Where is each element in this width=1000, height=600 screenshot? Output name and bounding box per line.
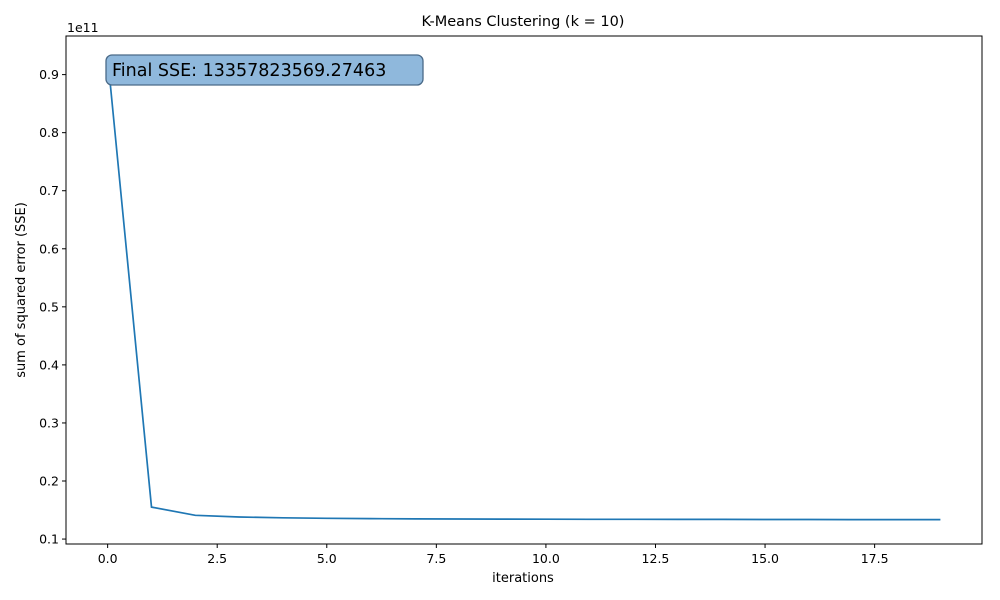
y-tick-label: 0.9 xyxy=(39,67,59,82)
y-axis-label: sum of squared error (SSE) xyxy=(14,202,29,378)
y-tick-label: 0.1 xyxy=(39,532,59,547)
y-tick-label: 0.2 xyxy=(39,474,59,489)
x-tick-label: 7.5 xyxy=(426,551,446,566)
y-axis: 0.1 0.2 0.3 0.4 0.5 0.6 0.7 0.8 0.9 xyxy=(39,67,66,547)
x-tick-label: 15.0 xyxy=(751,551,779,566)
y-offset-label: 1e11 xyxy=(67,20,99,35)
plot-frame xyxy=(65,35,983,545)
chart-title: K-Means Clustering (k = 10) xyxy=(422,14,625,30)
x-axis-label: iterations xyxy=(492,571,554,586)
y-tick-label: 0.7 xyxy=(39,183,59,198)
x-axis: 0.0 2.5 5.0 7.5 10.0 12.5 15.0 17.5 xyxy=(98,544,889,566)
y-tick-label: 0.8 xyxy=(39,125,59,140)
x-tick-label: 12.5 xyxy=(642,551,670,566)
sse-series-line xyxy=(106,56,941,521)
x-tick-label: 10.0 xyxy=(532,551,560,566)
x-tick-label: 17.5 xyxy=(861,551,889,566)
x-tick-label: 0.0 xyxy=(98,551,118,566)
y-tick-label: 0.4 xyxy=(39,357,59,372)
y-tick-label: 0.5 xyxy=(39,299,59,314)
final-sse-annotation-box xyxy=(105,54,424,86)
y-tick-label: 0.6 xyxy=(39,241,59,256)
y-tick-label: 0.3 xyxy=(39,415,59,430)
x-tick-label: 2.5 xyxy=(207,551,227,566)
series-points xyxy=(107,56,941,520)
final-sse-annotation: Final SSE: 13357823569.27463 xyxy=(112,61,386,81)
x-tick-label: 5.0 xyxy=(317,551,337,566)
